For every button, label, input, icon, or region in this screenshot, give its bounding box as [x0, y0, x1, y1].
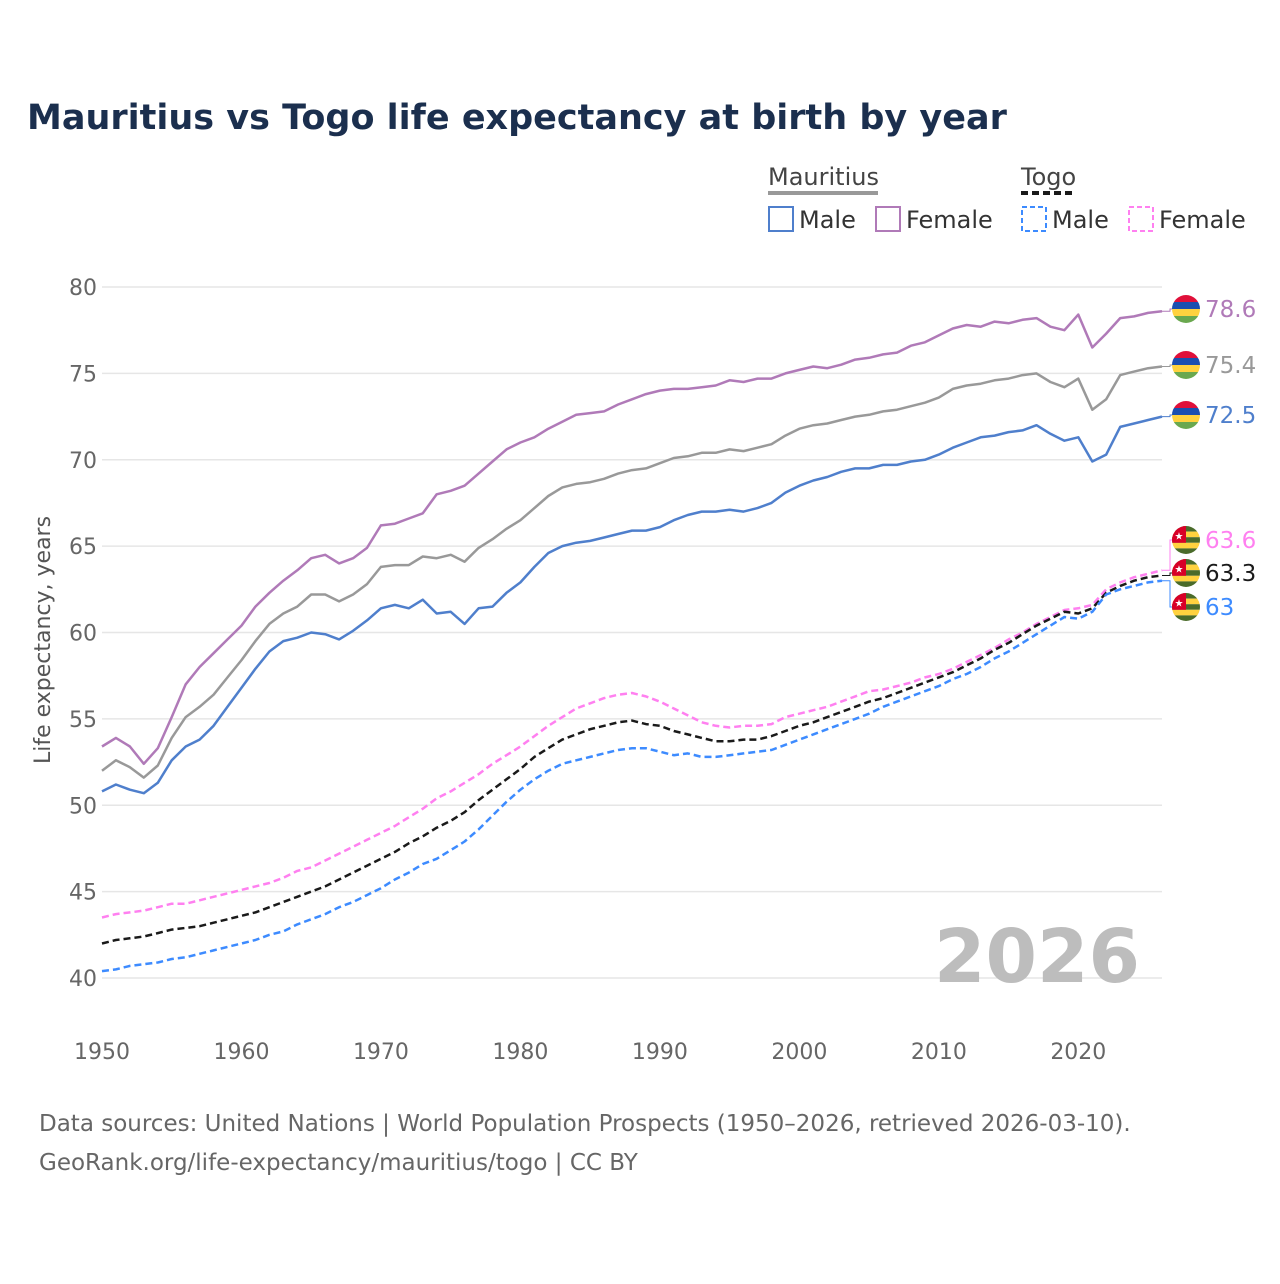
year-watermark: 2026 [934, 914, 1140, 1000]
series-line-mauritius-male [101, 415, 1163, 795]
svg-text:★: ★ [1175, 532, 1184, 543]
svg-text:★: ★ [1175, 599, 1184, 610]
end-value-label: 63 [1205, 595, 1234, 621]
legend: Mauritius Male Female Togo Male Female [768, 163, 1246, 234]
series-line-togo-male [101, 579, 1163, 973]
series-line-mauritius-female [101, 309, 1163, 766]
mauritius-flag-icon [1172, 351, 1200, 379]
series-line-togo-female [101, 569, 1163, 919]
legend-togo-male-label[interactable]: Male [1052, 206, 1109, 234]
y-tick-label: 55 [69, 708, 97, 733]
legend-mauritius-male-swatch[interactable] [768, 206, 794, 232]
x-tick-label: 2010 [911, 1040, 967, 1065]
y-tick-label: 65 [69, 535, 97, 560]
togo-flag-icon: ★ [1172, 593, 1200, 621]
legend-mauritius-female-swatch[interactable] [875, 206, 901, 232]
legend-group-togo: Togo [1020, 163, 1076, 191]
y-tick-label: 50 [69, 794, 97, 819]
togo-flag-icon: ★ [1172, 559, 1200, 587]
end-value-label: 75.4 [1205, 353, 1256, 379]
x-tick-label: 1990 [632, 1040, 688, 1065]
y-tick-label: 60 [69, 622, 97, 647]
y-axis-ticks: 40 45 50 55 60 65 70 75 80 [69, 276, 97, 992]
x-axis-ticks: 1950 1960 1970 1980 1990 2000 2010 2020 [74, 1040, 1106, 1065]
legend-togo-male-swatch[interactable] [1021, 206, 1047, 232]
legend-togo-female-label[interactable]: Female [1159, 206, 1246, 234]
legend-togo-female-swatch[interactable] [1128, 206, 1154, 232]
y-tick-label: 40 [69, 967, 97, 992]
series-line-mauritius [101, 365, 1163, 779]
grid [102, 286, 1162, 979]
mauritius-flag-icon [1172, 295, 1200, 323]
chart-title: Mauritius vs Togo life expectancy at bir… [27, 98, 1008, 138]
y-axis-label: Life expectancy, years [31, 516, 56, 764]
legend-mauritius-female-label[interactable]: Female [906, 206, 993, 234]
source-text: Data sources: United Nations | World Pop… [39, 1111, 1131, 1137]
end-value-label: 63.3 [1205, 561, 1256, 587]
legend-mauritius-male-label[interactable]: Male [799, 206, 856, 234]
series-line-togo [101, 574, 1163, 945]
y-tick-label: 45 [69, 881, 97, 906]
end-connector [1162, 580, 1174, 608]
end-value-label: 63.6 [1205, 528, 1256, 554]
series-lines [101, 309, 1163, 973]
x-tick-label: 1970 [353, 1040, 409, 1065]
y-tick-label: 70 [69, 449, 97, 474]
x-tick-label: 1950 [74, 1040, 130, 1065]
end-value-label: 78.6 [1205, 297, 1256, 323]
attribution-link[interactable]: GeoRank.org/life-expectancy/mauritius/to… [39, 1150, 639, 1176]
x-tick-label: 1960 [213, 1040, 269, 1065]
y-tick-label: 80 [69, 276, 97, 301]
svg-text:★: ★ [1175, 565, 1184, 576]
togo-flag-icon: ★ [1172, 526, 1200, 554]
mauritius-flag-icon [1172, 401, 1200, 429]
end-connector [1162, 539, 1174, 571]
y-tick-label: 75 [69, 362, 97, 387]
x-tick-label: 1980 [492, 1040, 548, 1065]
x-tick-label: 2000 [771, 1040, 827, 1065]
x-tick-label: 2020 [1050, 1040, 1106, 1065]
end-labels: 78.6 75.4 72.5 ★ 63.6 ★ 63.3 ★ 63 [1162, 295, 1256, 621]
legend-group-mauritius: Mauritius [768, 163, 879, 191]
end-value-label: 72.5 [1205, 403, 1256, 429]
